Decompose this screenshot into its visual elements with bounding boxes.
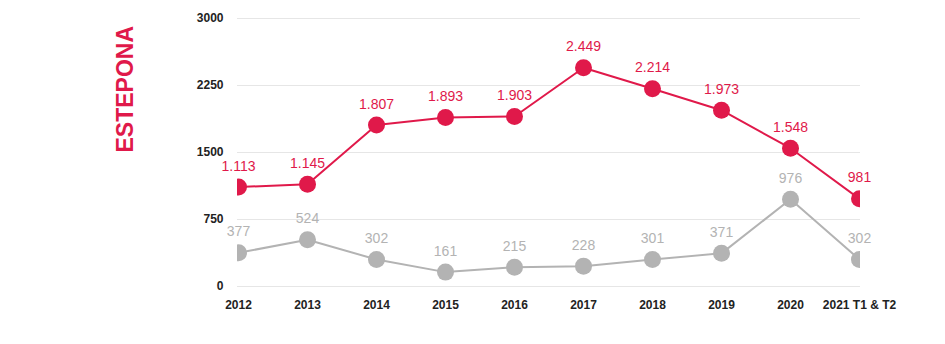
svg-text:1.893: 1.893 bbox=[428, 88, 463, 104]
svg-text:161: 161 bbox=[434, 243, 458, 259]
svg-text:ESTEPONA: ESTEPONA bbox=[112, 26, 138, 153]
svg-text:2021 T1 & T2: 2021 T1 & T2 bbox=[823, 298, 897, 312]
svg-text:750: 750 bbox=[203, 212, 223, 226]
svg-text:2018: 2018 bbox=[639, 298, 666, 312]
svg-text:2019: 2019 bbox=[708, 298, 735, 312]
svg-text:2013: 2013 bbox=[294, 298, 321, 312]
svg-text:2017: 2017 bbox=[570, 298, 597, 312]
svg-text:976: 976 bbox=[779, 170, 803, 186]
svg-text:1.548: 1.548 bbox=[773, 119, 808, 135]
svg-text:371: 371 bbox=[710, 224, 734, 240]
svg-text:1.807: 1.807 bbox=[359, 96, 394, 112]
svg-text:2012: 2012 bbox=[225, 298, 252, 312]
svg-text:228: 228 bbox=[572, 237, 596, 253]
svg-text:2014: 2014 bbox=[363, 298, 390, 312]
svg-text:215: 215 bbox=[503, 238, 527, 254]
svg-text:2015: 2015 bbox=[432, 298, 459, 312]
svg-text:302: 302 bbox=[365, 230, 389, 246]
svg-text:3000: 3000 bbox=[197, 11, 224, 25]
svg-text:1.113: 1.113 bbox=[222, 158, 256, 174]
svg-text:2016: 2016 bbox=[501, 298, 528, 312]
svg-text:524: 524 bbox=[296, 210, 320, 226]
svg-text:1500: 1500 bbox=[197, 145, 224, 159]
svg-text:2020: 2020 bbox=[777, 298, 804, 312]
svg-text:302: 302 bbox=[848, 230, 872, 246]
svg-text:2.449: 2.449 bbox=[566, 38, 601, 54]
svg-text:1.145: 1.145 bbox=[290, 155, 325, 171]
svg-text:1.903: 1.903 bbox=[497, 87, 532, 103]
svg-text:0: 0 bbox=[217, 279, 224, 293]
svg-text:377: 377 bbox=[227, 223, 251, 239]
svg-text:2250: 2250 bbox=[197, 78, 224, 92]
svg-text:301: 301 bbox=[641, 230, 665, 246]
svg-text:1.973: 1.973 bbox=[704, 81, 739, 97]
svg-text:2.214: 2.214 bbox=[635, 59, 670, 75]
svg-text:981: 981 bbox=[848, 169, 872, 185]
